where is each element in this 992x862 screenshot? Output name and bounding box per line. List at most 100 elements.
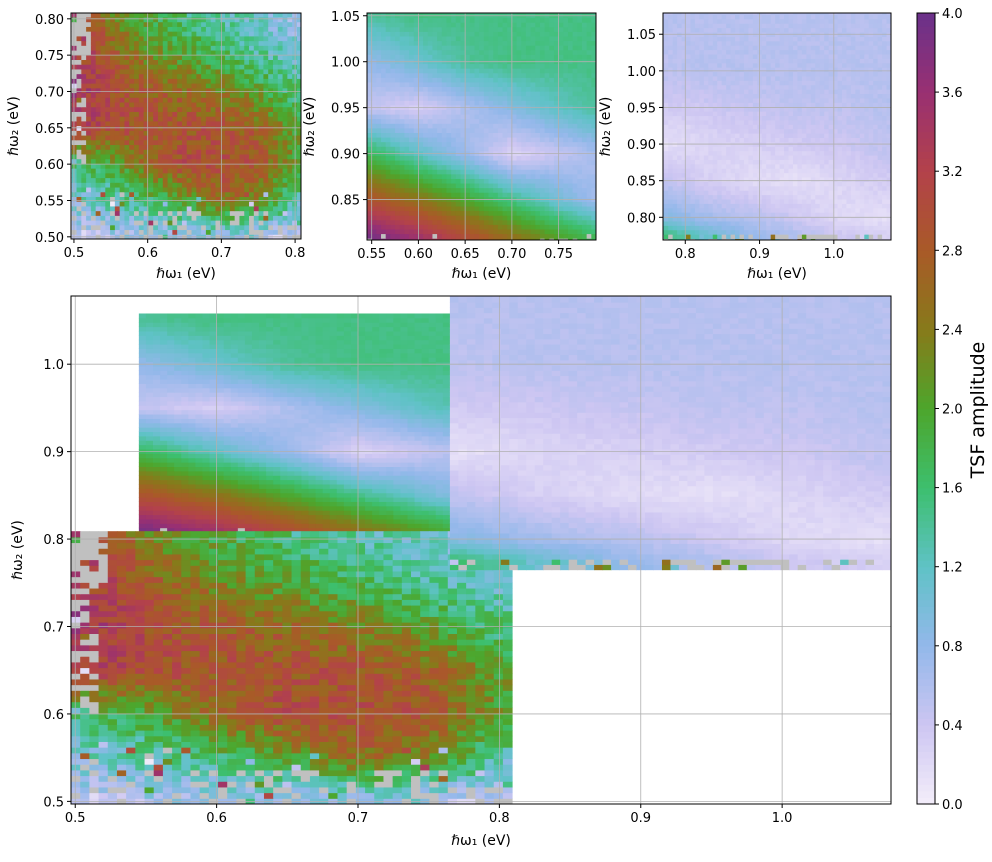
heatmap-cell (498, 174, 503, 179)
heatmap-cell (91, 206, 96, 211)
heatmap-cell (168, 64, 173, 69)
heatmap-cell (168, 36, 173, 41)
heatmap-cell (86, 17, 91, 22)
heatmap-cell (287, 31, 292, 36)
heatmap-cell (283, 215, 288, 220)
heatmap-cell (540, 211, 545, 216)
heatmap-cell (129, 69, 134, 74)
heatmap-cell (668, 239, 673, 244)
heatmap-cell (484, 68, 489, 73)
heatmap-cell (531, 41, 536, 46)
heatmap-cell (77, 149, 82, 154)
heatmap-cell (230, 201, 235, 206)
heatmap-cell (381, 188, 386, 193)
heatmap-cell (381, 27, 386, 32)
heatmap-cell (573, 220, 578, 225)
heatmap-cell (395, 183, 400, 188)
heatmap-cell (503, 50, 508, 55)
heatmap-cell (201, 26, 206, 31)
heatmap-cell (72, 206, 77, 211)
heatmap-cell (573, 137, 578, 142)
heatmap-cell (409, 192, 414, 197)
heatmap-cell (163, 93, 168, 98)
heatmap-cell (372, 165, 377, 170)
heatmap-cell (177, 78, 182, 83)
heatmap-cell (115, 154, 120, 159)
heatmap-cell (134, 215, 139, 220)
heatmap-cell (664, 234, 669, 239)
heatmap-cell (77, 26, 82, 31)
heatmap-cell (381, 146, 386, 151)
heatmap-cell (587, 206, 592, 211)
heatmap-cell (196, 192, 201, 197)
heatmap-cell (96, 121, 101, 126)
heatmap-cell (423, 155, 428, 160)
heatmap-cell (404, 114, 409, 119)
heatmap-cell (182, 31, 187, 36)
heatmap-cell (498, 215, 503, 220)
heatmap-cell (400, 110, 405, 115)
heatmap-cell (273, 111, 278, 116)
heatmap-cell (215, 140, 220, 145)
heatmap-cell (563, 178, 568, 183)
heatmap-cell (110, 135, 115, 140)
heatmap-cell (498, 238, 503, 243)
heatmap-cell (470, 188, 475, 193)
heatmap-cell (395, 160, 400, 165)
heatmap-cell (263, 111, 268, 116)
heatmap-cell (124, 102, 129, 107)
heatmap-cell (211, 168, 216, 173)
heatmap-cell (182, 78, 187, 83)
heatmap-cell (86, 60, 91, 65)
heatmap-cell (456, 100, 461, 105)
heatmap-cell (115, 168, 120, 173)
heatmap-cell (526, 169, 531, 174)
heatmap-cell (521, 229, 526, 234)
heatmap-cell (187, 145, 192, 150)
heatmap-cell (77, 121, 82, 126)
heatmap-cell (432, 160, 437, 165)
heatmap-cell (249, 154, 254, 159)
heatmap-cell (172, 41, 177, 46)
heatmap-cell (177, 88, 182, 93)
heatmap-cell (96, 45, 101, 50)
heatmap-cell (386, 238, 391, 243)
heatmap-cell (423, 22, 428, 27)
heatmap-cell (100, 17, 105, 22)
heatmap-cell (563, 36, 568, 41)
heatmap-cell (381, 174, 386, 179)
heatmap-cell (526, 192, 531, 197)
heatmap-cell (577, 100, 582, 105)
heatmap-cell (96, 178, 101, 183)
heatmap-cell (568, 206, 573, 211)
heatmap-cell (493, 178, 498, 183)
heatmap-cell (100, 116, 105, 121)
heatmap-cell (386, 165, 391, 170)
heatmap-cell (239, 182, 244, 187)
heatmap-cell (489, 132, 494, 137)
heatmap-cell (484, 18, 489, 23)
heatmap-cell (451, 220, 456, 225)
heatmap-cell (278, 55, 283, 60)
heatmap-cell (400, 45, 405, 50)
heatmap-cell (442, 165, 447, 170)
heatmap-cell (124, 41, 129, 46)
heatmap-cell (144, 196, 149, 201)
heatmap-cell (254, 83, 259, 88)
heatmap-cell (172, 230, 177, 235)
heatmap-cell (677, 230, 682, 235)
heatmap-cell (563, 54, 568, 59)
heatmap-cell (278, 111, 283, 116)
heatmap-cell (206, 206, 211, 211)
heatmap-cell (517, 142, 522, 147)
heatmap-cell (465, 160, 470, 165)
heatmap-cell (77, 93, 82, 98)
heatmap-cell (484, 188, 489, 193)
heatmap-cell (815, 239, 820, 244)
heatmap-cell (479, 142, 484, 147)
heatmap-cell (100, 220, 105, 225)
heatmap-cell (484, 100, 489, 105)
heatmap-cell (278, 50, 283, 55)
heatmap-cell (182, 102, 187, 107)
heatmap-cell (148, 192, 153, 197)
